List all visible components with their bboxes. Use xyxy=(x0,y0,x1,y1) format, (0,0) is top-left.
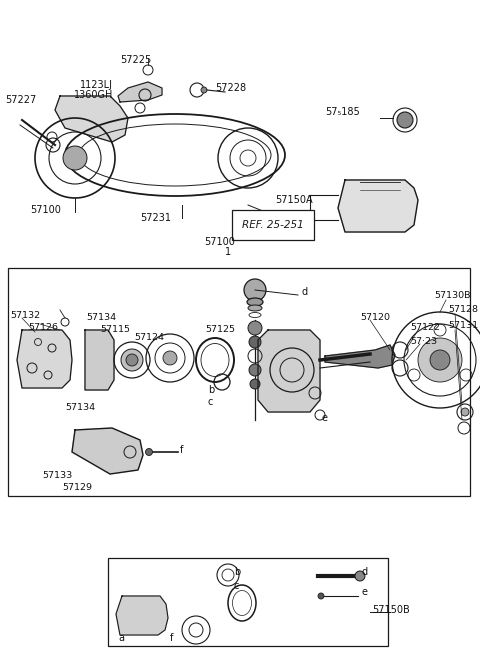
Text: 57131: 57131 xyxy=(448,321,478,330)
Text: 57122: 57122 xyxy=(410,323,440,332)
Circle shape xyxy=(163,351,177,365)
Text: d: d xyxy=(362,567,368,577)
Text: 57120: 57120 xyxy=(360,313,390,323)
Text: 1123LJ: 1123LJ xyxy=(80,80,113,90)
Text: 57133: 57133 xyxy=(42,472,72,480)
Text: 57227: 57227 xyxy=(5,95,36,105)
Circle shape xyxy=(126,354,138,366)
Circle shape xyxy=(121,349,143,371)
Polygon shape xyxy=(72,428,143,474)
Text: e: e xyxy=(362,587,368,597)
Circle shape xyxy=(461,408,469,416)
Polygon shape xyxy=(55,96,128,142)
Text: c: c xyxy=(208,397,214,407)
Circle shape xyxy=(318,593,324,599)
Polygon shape xyxy=(116,596,168,635)
Polygon shape xyxy=(17,330,72,388)
Circle shape xyxy=(249,336,261,348)
Text: b: b xyxy=(234,567,240,577)
Text: f: f xyxy=(170,633,173,643)
Text: 57132: 57132 xyxy=(10,311,40,321)
Text: 57134: 57134 xyxy=(86,313,116,323)
Text: 1: 1 xyxy=(225,247,231,257)
Circle shape xyxy=(418,338,462,382)
Text: 57128: 57128 xyxy=(448,306,478,315)
Polygon shape xyxy=(325,345,395,368)
Text: d: d xyxy=(302,287,308,297)
Text: a: a xyxy=(118,633,124,643)
Text: 57·23: 57·23 xyxy=(410,338,437,346)
Circle shape xyxy=(201,87,207,93)
Text: 57150A: 57150A xyxy=(275,195,312,205)
Text: 57100: 57100 xyxy=(204,237,235,247)
Text: 57130B: 57130B xyxy=(434,292,470,300)
Text: 1360GH: 1360GH xyxy=(74,90,113,100)
Text: c: c xyxy=(234,581,240,591)
Text: 57100: 57100 xyxy=(30,205,61,215)
Circle shape xyxy=(63,146,87,170)
Text: 57125: 57125 xyxy=(205,325,235,334)
Text: 57228: 57228 xyxy=(215,83,246,93)
Text: 57231: 57231 xyxy=(140,213,171,223)
Text: 57126: 57126 xyxy=(28,323,58,332)
Polygon shape xyxy=(118,82,162,102)
Text: 57134: 57134 xyxy=(65,403,95,413)
Circle shape xyxy=(248,321,262,335)
Text: 57115: 57115 xyxy=(100,325,130,334)
Text: 57124: 57124 xyxy=(134,334,164,342)
Text: 57150B: 57150B xyxy=(372,605,410,615)
Circle shape xyxy=(430,350,450,370)
Circle shape xyxy=(145,449,153,455)
Polygon shape xyxy=(258,330,320,412)
Circle shape xyxy=(249,364,261,376)
Ellipse shape xyxy=(248,305,262,311)
Polygon shape xyxy=(338,180,418,232)
Text: 57225: 57225 xyxy=(120,55,151,65)
Bar xyxy=(108,558,388,646)
Circle shape xyxy=(250,379,260,389)
Text: REF. 25-251: REF. 25-251 xyxy=(242,220,304,230)
Circle shape xyxy=(355,571,365,581)
Bar xyxy=(8,268,470,496)
Circle shape xyxy=(397,112,413,128)
Text: f: f xyxy=(180,445,183,455)
Polygon shape xyxy=(85,330,114,390)
Text: e: e xyxy=(322,413,328,423)
Circle shape xyxy=(244,279,266,301)
Ellipse shape xyxy=(247,298,263,306)
Text: 57129: 57129 xyxy=(62,484,92,493)
Text: 57₅185: 57₅185 xyxy=(325,107,360,117)
Text: b: b xyxy=(208,385,214,395)
